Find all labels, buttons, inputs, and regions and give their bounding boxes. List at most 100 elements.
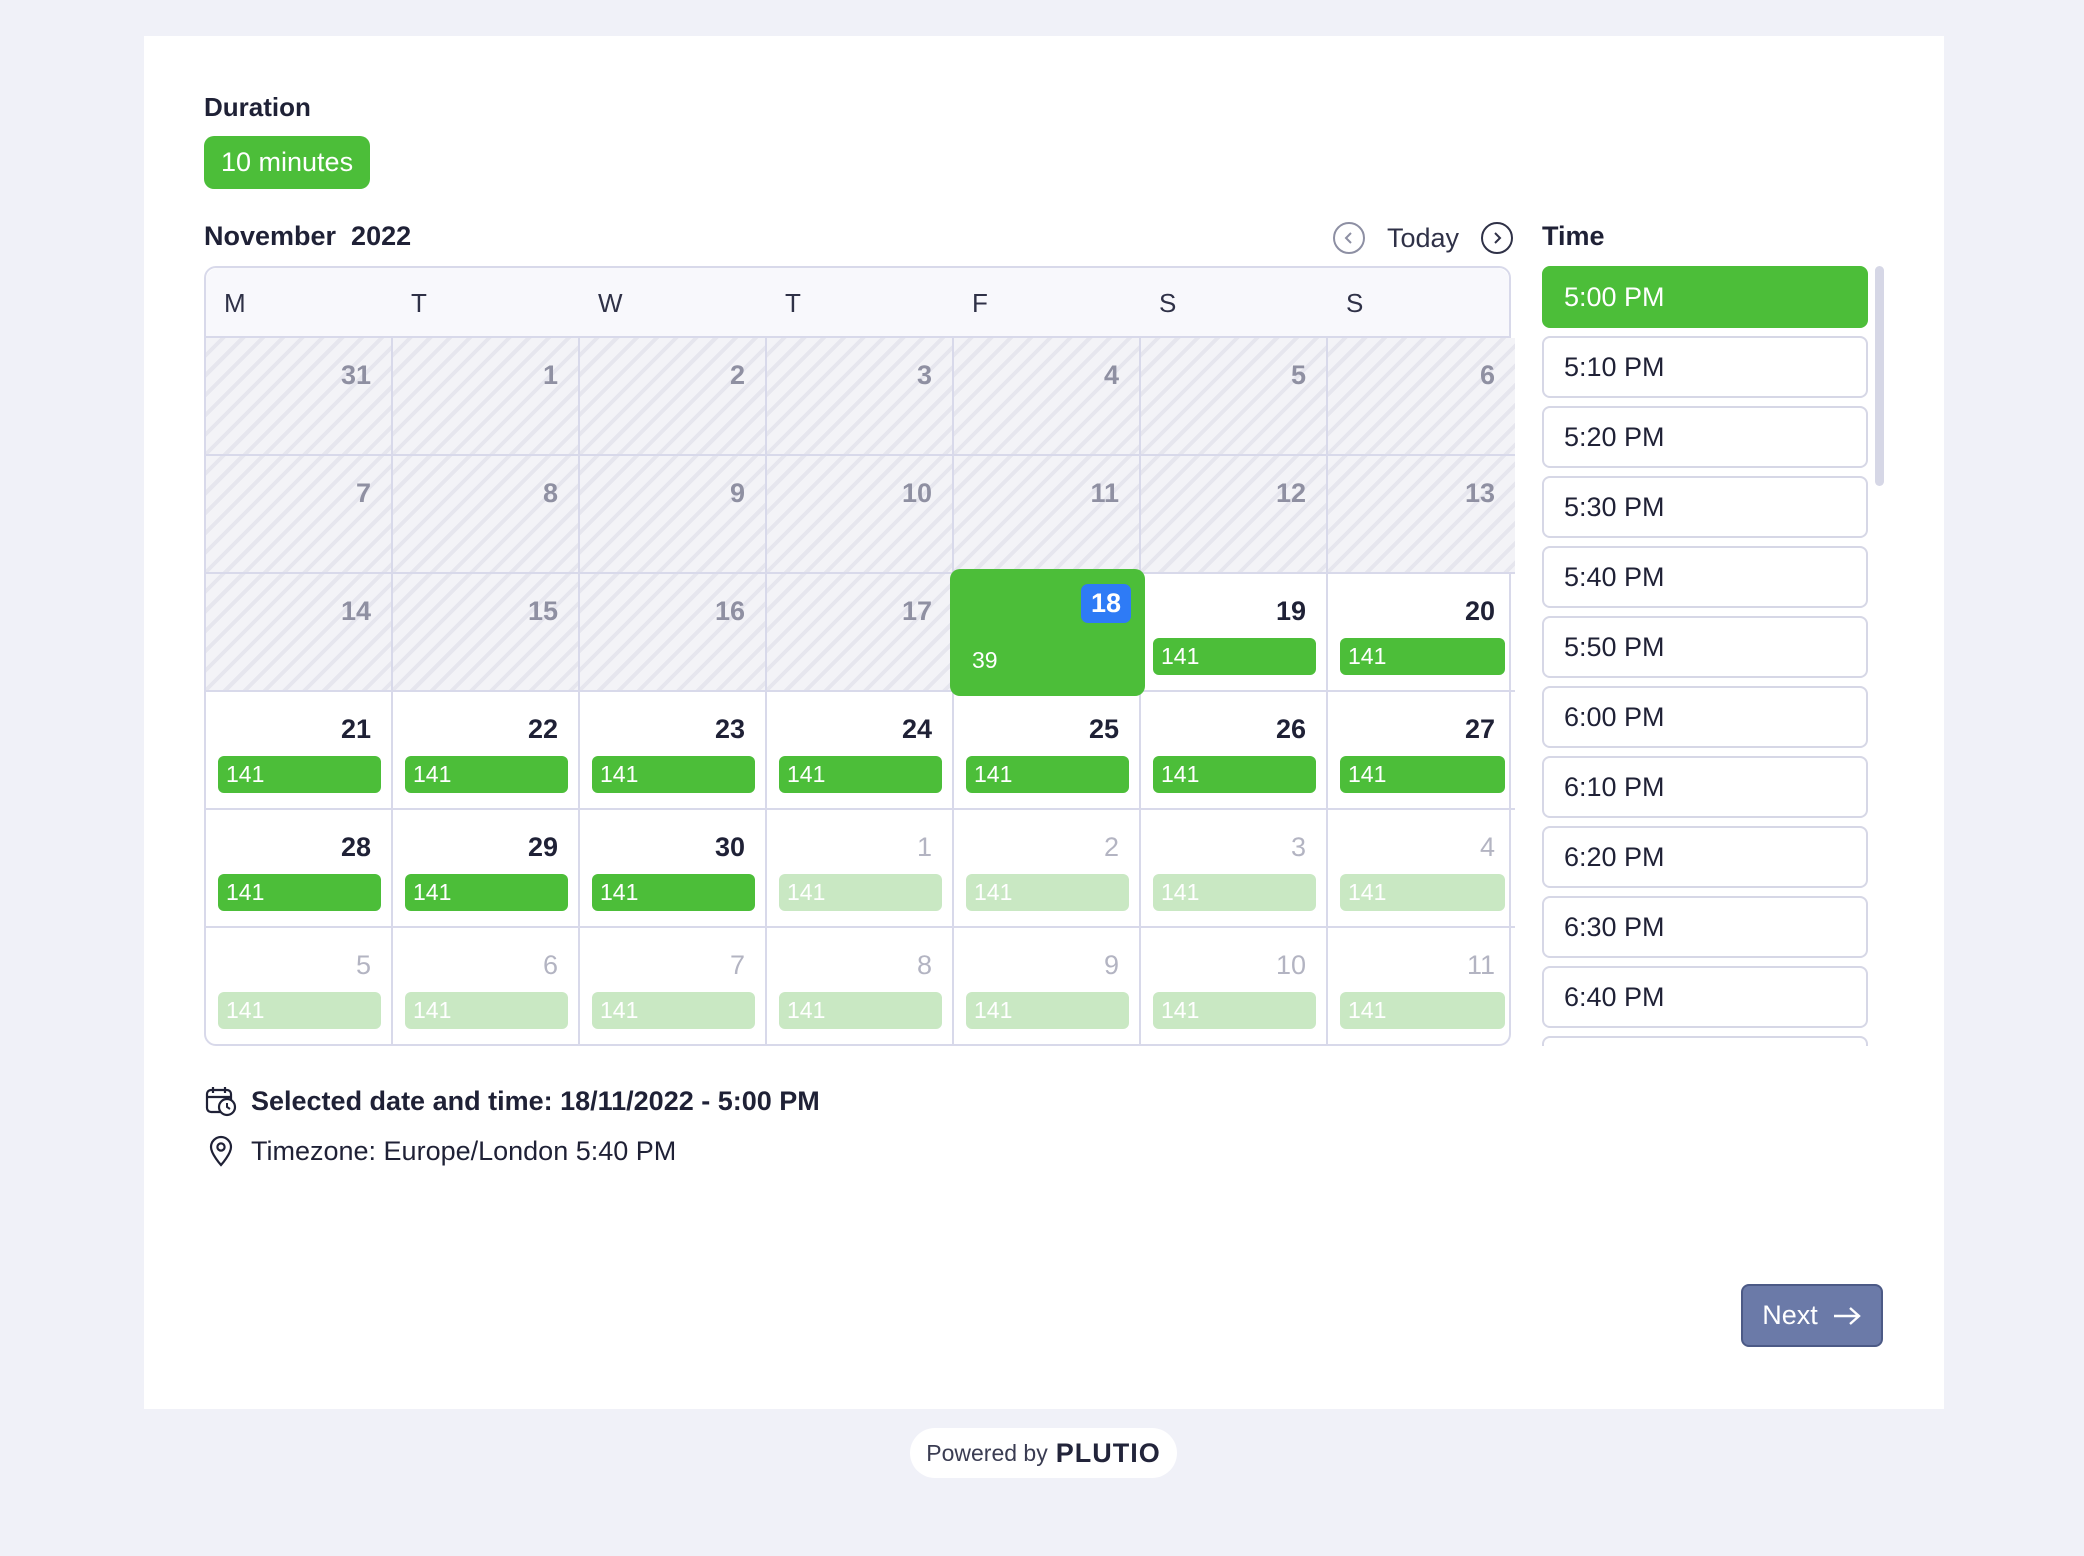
time-slot-button[interactable]: 5:10 PM bbox=[1542, 336, 1868, 398]
available-slots-badge[interactable]: 141 bbox=[1340, 756, 1505, 793]
available-slots-badge[interactable]: 141 bbox=[966, 874, 1129, 911]
time-slot-button[interactable]: 6:00 PM bbox=[1542, 686, 1868, 748]
plutio-logo: PLUTIO bbox=[1055, 1437, 1161, 1468]
day-number: 1 bbox=[916, 832, 932, 862]
calendar-day-cell[interactable]: 26 141 bbox=[1141, 692, 1328, 810]
available-slots-badge[interactable]: 141 bbox=[218, 756, 381, 793]
available-slots-badge[interactable]: 39 bbox=[972, 647, 998, 673]
available-slots-badge[interactable]: 141 bbox=[1153, 756, 1316, 793]
day-number: 22 bbox=[527, 714, 558, 744]
available-slots-badge[interactable]: 141 bbox=[592, 992, 755, 1029]
time-slot-button[interactable]: 5:50 PM bbox=[1542, 616, 1868, 678]
day-number: 11 bbox=[1090, 478, 1119, 508]
calendar-day-cell[interactable]: 18 39 bbox=[950, 569, 1145, 696]
next-button-label: Next bbox=[1762, 1300, 1818, 1330]
calendar-day-cell[interactable]: 28 141 bbox=[206, 810, 393, 928]
month-title: November 2022 bbox=[204, 221, 412, 251]
selected-datetime-text: Selected date and time: 18/11/2022 - 5:0… bbox=[251, 1085, 820, 1116]
weekday-label: M bbox=[224, 288, 246, 318]
day-number: 5 bbox=[1290, 360, 1306, 390]
day-number: 23 bbox=[714, 714, 745, 744]
calendar-day-cell[interactable]: 1 141 bbox=[767, 810, 954, 928]
available-slots-badge[interactable]: 141 bbox=[218, 992, 381, 1029]
available-slots-badge[interactable]: 141 bbox=[592, 874, 755, 911]
day-number: 16 bbox=[714, 596, 745, 626]
available-slots-badge[interactable]: 141 bbox=[1153, 638, 1316, 675]
calendar-day-cell: 17 bbox=[767, 574, 954, 692]
timezone-text: Timezone: Europe/London 5:40 PM bbox=[251, 1135, 677, 1166]
calendar-day-cell[interactable]: 23 141 bbox=[580, 692, 767, 810]
available-slots-badge[interactable]: 141 bbox=[405, 874, 568, 911]
calendar-day-cell[interactable]: 25 141 bbox=[954, 692, 1141, 810]
day-number: 5 bbox=[355, 950, 371, 980]
available-slots-badge[interactable]: 141 bbox=[592, 756, 755, 793]
calendar-day-cell: 9 bbox=[580, 456, 767, 574]
calendar-day-cell[interactable]: 8 141 bbox=[767, 928, 954, 1046]
duration-10-minutes-button[interactable]: 10 minutes bbox=[204, 136, 371, 189]
day-number: 2 bbox=[1103, 832, 1119, 862]
time-slot-button[interactable]: 6:20 PM bbox=[1542, 826, 1868, 888]
available-slots-badge[interactable]: 141 bbox=[1340, 874, 1505, 911]
calendar-day-cell[interactable]: 29 141 bbox=[393, 810, 580, 928]
available-slots-badge[interactable]: 141 bbox=[1340, 992, 1505, 1029]
time-slot-list[interactable]: 5:00 PM 5:10 PM 5:20 PM 5:30 PM 5:40 PM 5:50 … bbox=[1542, 266, 1872, 1046]
calendar-day-cell[interactable]: 20 141 bbox=[1328, 574, 1515, 692]
time-slot-button[interactable]: 5:30 PM bbox=[1542, 476, 1868, 538]
time-slot-button[interactable]: 6:10 PM bbox=[1542, 756, 1868, 818]
time-slot-button[interactable]: 6:30 PM bbox=[1542, 896, 1868, 958]
day-number: 11 bbox=[1466, 950, 1495, 980]
day-number: 20 bbox=[1464, 596, 1495, 626]
calendar-day-cell[interactable]: 19 141 bbox=[1141, 574, 1328, 692]
available-slots-badge[interactable]: 141 bbox=[966, 756, 1129, 793]
day-number: 4 bbox=[1479, 832, 1495, 862]
available-slots-badge[interactable]: 141 bbox=[779, 756, 942, 793]
available-slots-badge[interactable]: 141 bbox=[1153, 874, 1316, 911]
time-list-scrollbar[interactable] bbox=[1875, 266, 1884, 486]
calendar-day-cell[interactable]: 9 141 bbox=[954, 928, 1141, 1046]
calendar-day-cell: 31 bbox=[206, 338, 393, 456]
calendar-day-cell[interactable]: 5 141 bbox=[206, 928, 393, 1046]
available-slots-badge[interactable]: 141 bbox=[779, 874, 942, 911]
calendar-day-cell: 3 bbox=[767, 338, 954, 456]
time-slot-button[interactable] bbox=[1542, 1036, 1868, 1046]
next-button[interactable]: Next bbox=[1741, 1284, 1883, 1347]
day-number: 7 bbox=[729, 950, 745, 980]
available-slots-badge[interactable]: 141 bbox=[405, 756, 568, 793]
available-slots-badge[interactable]: 141 bbox=[779, 992, 942, 1029]
calendar-day-cell[interactable]: 22 141 bbox=[393, 692, 580, 810]
available-slots-badge[interactable]: 141 bbox=[966, 992, 1129, 1029]
available-slots-badge[interactable]: 141 bbox=[405, 992, 568, 1029]
available-slots-badge[interactable]: 141 bbox=[218, 874, 381, 911]
calendar-day-cell[interactable]: 2 141 bbox=[954, 810, 1141, 928]
calendar-day-cell[interactable]: 11 141 bbox=[1328, 928, 1515, 1046]
calendar-day-cell[interactable]: 21 141 bbox=[206, 692, 393, 810]
calendar-day-cell[interactable]: 27 141 bbox=[1328, 692, 1515, 810]
time-slot-button[interactable]: 5:40 PM bbox=[1542, 546, 1868, 608]
calendar-day-cell[interactable]: 6 141 bbox=[393, 928, 580, 1046]
available-slots-badge[interactable]: 141 bbox=[1340, 638, 1505, 675]
day-number: 2 bbox=[729, 360, 745, 390]
calendar-day-cell: 6 bbox=[1328, 338, 1515, 456]
available-slots-badge[interactable]: 141 bbox=[1153, 992, 1316, 1029]
powered-by-badge[interactable]: Powered by PLUTIO bbox=[910, 1428, 1177, 1478]
calendar-day-cell: 8 bbox=[393, 456, 580, 574]
calendar-day-cell[interactable]: 4 141 bbox=[1328, 810, 1515, 928]
calendar-day-cell: 11 bbox=[954, 456, 1141, 574]
day-number: 3 bbox=[916, 360, 932, 390]
calendar-day-cell[interactable]: 30 141 bbox=[580, 810, 767, 928]
calendar-day-cell[interactable]: 24 141 bbox=[767, 692, 954, 810]
calendar-day-cell[interactable]: 10 141 bbox=[1141, 928, 1328, 1046]
day-number: 8 bbox=[542, 478, 558, 508]
time-slot-button[interactable]: 5:20 PM bbox=[1542, 406, 1868, 468]
time-slot-button[interactable]: 6:40 PM bbox=[1542, 966, 1868, 1028]
day-number: 3 bbox=[1290, 832, 1306, 862]
prev-month-button[interactable] bbox=[1332, 222, 1365, 254]
calendar-day-cell[interactable]: 3 141 bbox=[1141, 810, 1328, 928]
day-number: 26 bbox=[1275, 714, 1306, 744]
time-slot-button[interactable]: 5:00 PM bbox=[1542, 266, 1868, 328]
today-button[interactable]: Today bbox=[1386, 222, 1459, 253]
day-number: 17 bbox=[901, 596, 932, 626]
next-month-button[interactable] bbox=[1481, 222, 1513, 254]
calendar-day-cell[interactable]: 7 141 bbox=[580, 928, 767, 1046]
